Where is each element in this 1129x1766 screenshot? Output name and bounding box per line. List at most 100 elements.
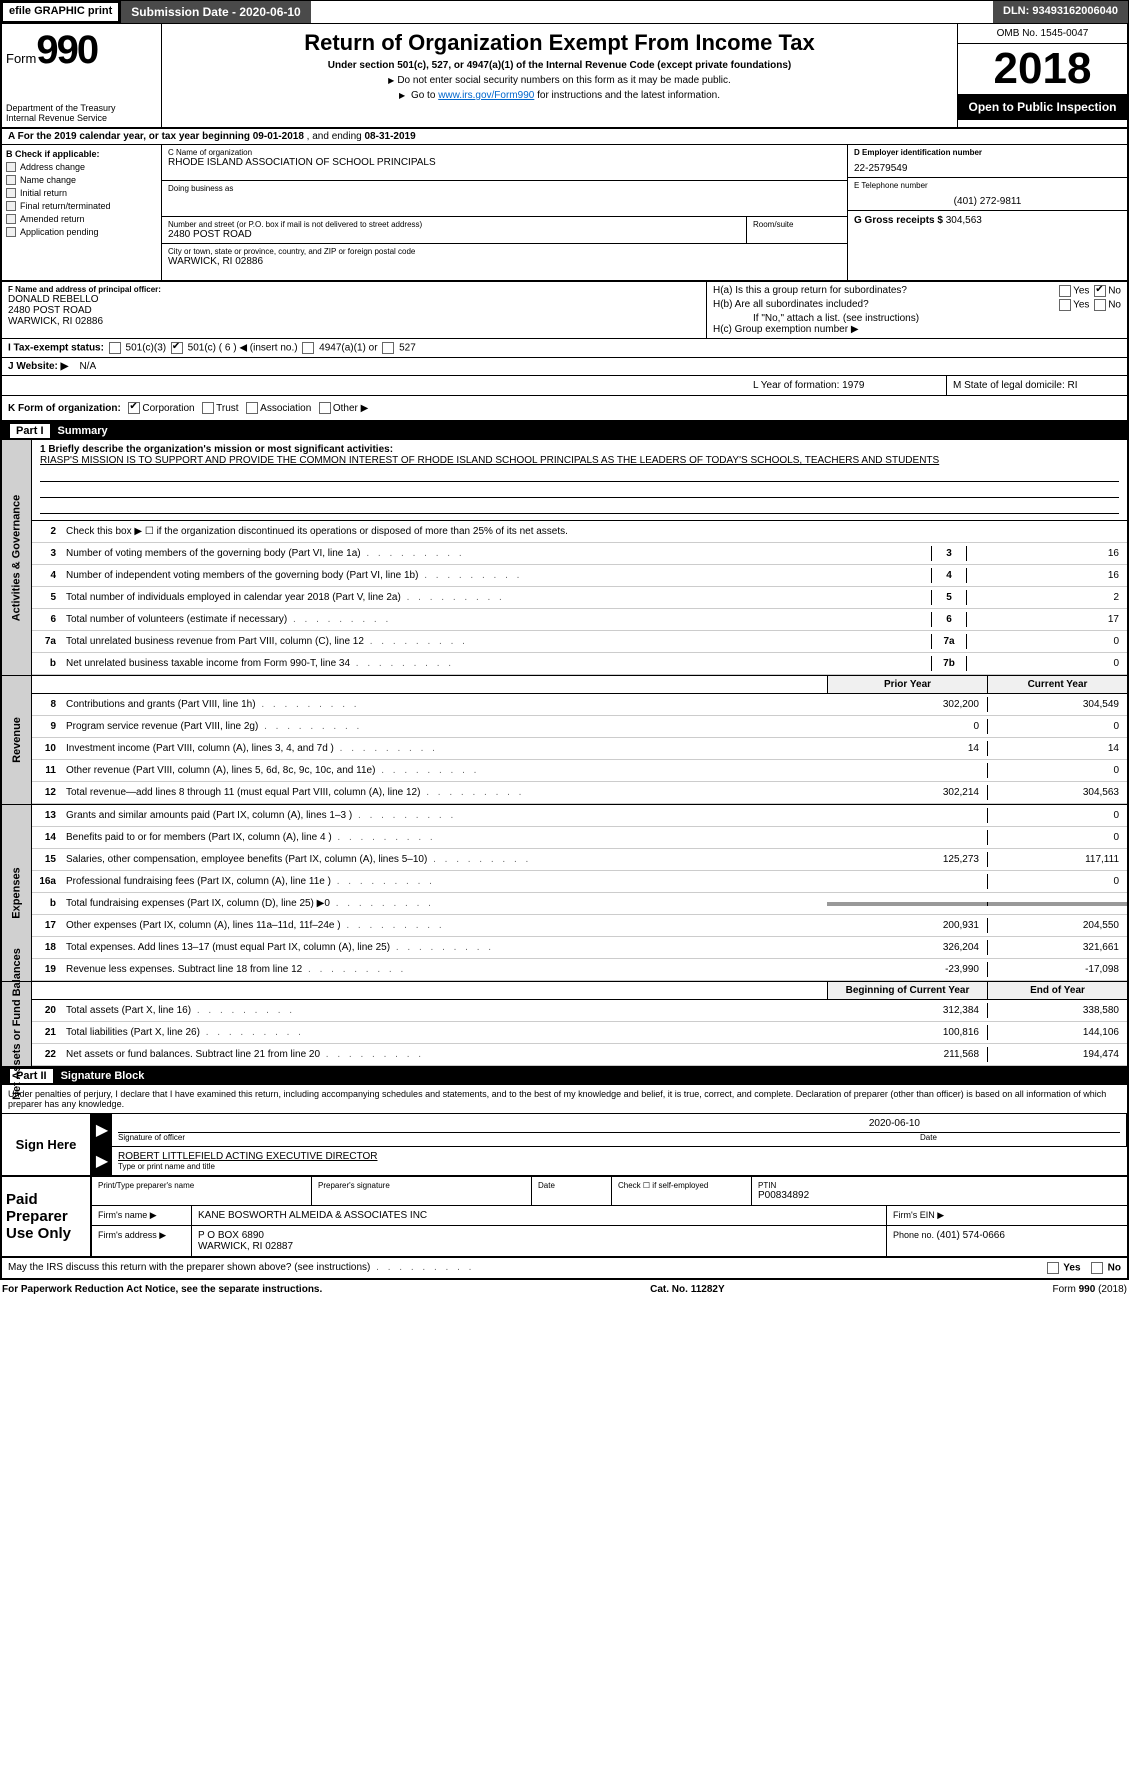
checkbox-amended[interactable] <box>6 214 16 224</box>
tax-year: 2018 <box>958 44 1127 94</box>
title-box: Return of Organization Exempt From Incom… <box>162 24 957 127</box>
omb-number: OMB No. 1545-0047 <box>958 24 1127 44</box>
dept-treasury: Department of the Treasury Internal Reve… <box>6 103 157 123</box>
gov-row: bNet unrelated business taxable income f… <box>32 653 1127 675</box>
ein: 22-2579549 <box>854 163 1121 174</box>
dln: DLN: 93493162006040 <box>993 1 1128 23</box>
year-box: OMB No. 1545-0047 2018 Open to Public In… <box>957 24 1127 127</box>
ha-no[interactable] <box>1094 285 1106 297</box>
chk-other[interactable] <box>319 402 331 414</box>
spacer <box>311 1 993 23</box>
data-row: 15Salaries, other compensation, employee… <box>32 849 1127 871</box>
submission-date-label: Submission Date - 2020-06-10 <box>120 1 310 23</box>
top-bar: efile GRAPHIC print Submission Date - 20… <box>0 0 1129 24</box>
hb-no[interactable] <box>1094 299 1106 311</box>
gov-row: 2Check this box ▶ ☐ if the organization … <box>32 521 1127 543</box>
checkbox-address-change[interactable] <box>6 162 16 172</box>
data-row: 17Other expenses (Part IX, column (A), l… <box>32 915 1127 937</box>
gov-row: 6Total number of volunteers (estimate if… <box>32 609 1127 631</box>
checkbox-name-change[interactable] <box>6 175 16 185</box>
form-title: Return of Organization Exempt From Incom… <box>172 30 947 56</box>
row-lm: L Year of formation: 1979 M State of leg… <box>0 376 1129 396</box>
col-end-year: End of Year <box>987 982 1127 999</box>
data-row: 14Benefits paid to or for members (Part … <box>32 827 1127 849</box>
checkbox-initial-return[interactable] <box>6 188 16 198</box>
gross-receipts: G Gross receipts $ 304,563 <box>848 211 1127 230</box>
declaration-text: Under penalties of perjury, I declare th… <box>0 1085 1129 1113</box>
data-row: 21Total liabilities (Part X, line 26)100… <box>32 1022 1127 1044</box>
data-row: 13Grants and similar amounts paid (Part … <box>32 805 1127 827</box>
col-current-year: Current Year <box>987 676 1127 693</box>
col-d: D Employer identification number 22-2579… <box>847 145 1127 280</box>
discuss-yes[interactable] <box>1047 1262 1059 1274</box>
data-row: 12Total revenue—add lines 8 through 11 (… <box>32 782 1127 804</box>
data-row: 9Program service revenue (Part VIII, lin… <box>32 716 1127 738</box>
data-row: 19Revenue less expenses. Subtract line 1… <box>32 959 1127 981</box>
paid-preparer-block: Paid Preparer Use Only Print/Type prepar… <box>0 1177 1129 1258</box>
ha-yes[interactable] <box>1059 285 1071 297</box>
expenses-section: Expenses 13Grants and similar amounts pa… <box>0 805 1129 982</box>
data-row: 18Total expenses. Add lines 13–17 (must … <box>32 937 1127 959</box>
col-b-checkboxes: B Check if applicable: Address change Na… <box>2 145 162 280</box>
chk-501c3[interactable] <box>109 342 121 354</box>
mission-box: 1 Briefly describe the organization's mi… <box>32 440 1127 521</box>
chk-trust[interactable] <box>202 402 214 414</box>
side-tab-revenue: Revenue <box>2 676 32 804</box>
data-row: 22Net assets or fund balances. Subtract … <box>32 1044 1127 1066</box>
paid-preparer-label: Paid Preparer Use Only <box>2 1177 92 1256</box>
data-row: 11Other revenue (Part VIII, column (A), … <box>32 760 1127 782</box>
side-tab-net: Net Assets or Fund Balances <box>2 982 32 1066</box>
gov-row: 3Number of voting members of the governi… <box>32 543 1127 565</box>
gov-row: 4Number of independent voting members of… <box>32 565 1127 587</box>
officer-h-block: F Name and address of principal officer:… <box>0 282 1129 339</box>
chk-4947[interactable] <box>302 342 314 354</box>
street-address: 2480 POST ROAD <box>168 229 740 240</box>
part-i-body: Activities & Governance 1 Briefly descri… <box>0 440 1129 676</box>
ptin: P00834892 <box>758 1190 1121 1201</box>
side-tab-governance: Activities & Governance <box>2 440 32 675</box>
checkbox-final-return[interactable] <box>6 201 16 211</box>
row-k-form-org: K Form of organization: Corporation Trus… <box>0 396 1129 422</box>
sign-here-label: Sign Here <box>2 1114 92 1175</box>
discuss-no[interactable] <box>1091 1262 1103 1274</box>
city-state-zip: WARWICK, RI 02886 <box>168 256 841 267</box>
line-a: A For the 2019 calendar year, or tax yea… <box>0 129 1129 144</box>
gov-row: 7aTotal unrelated business revenue from … <box>32 631 1127 653</box>
part-i-header: Part ISummary <box>0 422 1129 440</box>
data-row: 8Contributions and grants (Part VIII, li… <box>32 694 1127 716</box>
sign-here-block: Sign Here ▶ 2020-06-10 Signature of offi… <box>0 1113 1129 1177</box>
preparer-phone: (401) 574-0666 <box>937 1230 1005 1241</box>
firm-name: KANE BOSWORTH ALMEIDA & ASSOCIATES INC <box>192 1206 887 1225</box>
net-assets-section: Net Assets or Fund Balances Beginning of… <box>0 982 1129 1067</box>
form-header: Form990 Department of the Treasury Inter… <box>0 24 1129 129</box>
discuss-row: May the IRS discuss this return with the… <box>0 1258 1129 1280</box>
tax-status-row: I Tax-exempt status: 501(c)(3) 501(c) ( … <box>0 339 1129 358</box>
data-row: 10Investment income (Part VIII, column (… <box>32 738 1127 760</box>
chk-501c[interactable] <box>171 342 183 354</box>
col-c: C Name of organization RHODE ISLAND ASSO… <box>162 145 847 280</box>
sig-arrow-icon: ▶ <box>92 1147 112 1175</box>
data-row: 20Total assets (Part X, line 16)312,3843… <box>32 1000 1127 1022</box>
data-row: 16aProfessional fundraising fees (Part I… <box>32 871 1127 893</box>
sig-arrow-icon: ▶ <box>92 1114 112 1146</box>
part-ii-header: Part IISignature Block <box>0 1067 1129 1085</box>
efile-button[interactable]: efile GRAPHIC print <box>1 1 120 23</box>
col-prior-year: Prior Year <box>827 676 987 693</box>
col-begin-year: Beginning of Current Year <box>827 982 987 999</box>
phone: (401) 272-9811 <box>854 196 1121 207</box>
data-row: bTotal fundraising expenses (Part IX, co… <box>32 893 1127 915</box>
row-j-website: J Website: ▶ N/A <box>0 358 1129 376</box>
org-name: RHODE ISLAND ASSOCIATION OF SCHOOL PRINC… <box>168 157 841 168</box>
page-footer: For Paperwork Reduction Act Notice, see … <box>0 1280 1129 1299</box>
chk-assoc[interactable] <box>246 402 258 414</box>
chk-527[interactable] <box>382 342 394 354</box>
checkbox-pending[interactable] <box>6 227 16 237</box>
chk-corp[interactable] <box>128 402 140 414</box>
hb-yes[interactable] <box>1059 299 1071 311</box>
revenue-section: Revenue Prior Year Current Year 8Contrib… <box>0 676 1129 805</box>
info-grid: B Check if applicable: Address change Na… <box>0 144 1129 282</box>
gov-row: 5Total number of individuals employed in… <box>32 587 1127 609</box>
open-to-public: Open to Public Inspection <box>958 94 1127 120</box>
irs-link[interactable]: www.irs.gov/Form990 <box>438 90 534 101</box>
form-number-box: Form990 Department of the Treasury Inter… <box>2 24 162 127</box>
